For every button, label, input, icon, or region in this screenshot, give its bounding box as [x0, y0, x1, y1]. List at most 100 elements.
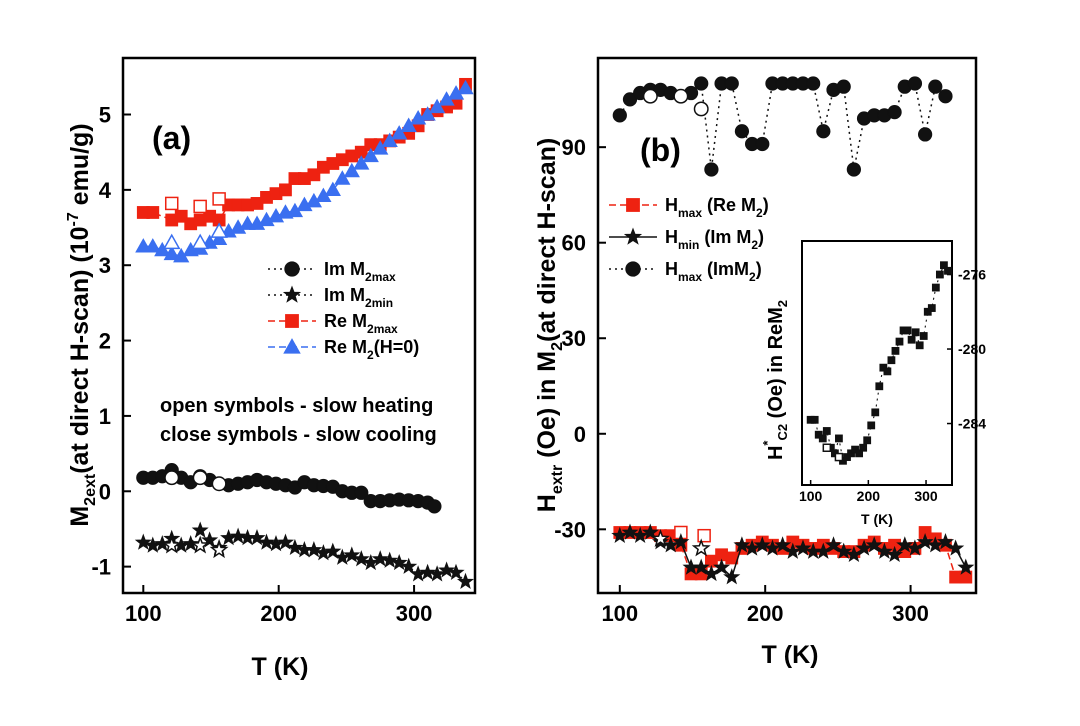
panel-b-series-2 — [612, 76, 953, 177]
panel-a-series-1-point — [400, 557, 418, 574]
panel-b-series-1-open-point — [651, 528, 670, 547]
panel-b-series-1-point — [631, 526, 649, 543]
panel-a-x-tick-label: 200 — [260, 601, 297, 626]
panel-a-series-0-open-point — [211, 476, 227, 492]
inset-series — [806, 261, 952, 465]
panel-a-series-2-open-point — [212, 192, 226, 206]
panel-b-series-1-point — [774, 536, 792, 553]
inset-x-axis-title: T (K) — [861, 511, 893, 527]
panel-b-series-2-point — [816, 124, 831, 139]
panel-b-legend-label: Hmax (Re M2) — [665, 195, 769, 220]
panel-b-x-tick-label: 100 — [601, 601, 638, 626]
panel-a-legend-marker — [285, 314, 299, 328]
panel-a-series-3-point — [343, 162, 360, 178]
inset-chart: 100 200 300 -276 -280 -284 T (K) H*C2 (Oe) in… — [760, 240, 986, 527]
panel-a-series-0-open-point — [164, 470, 180, 486]
panel-b-legend-entry-0: Hmax (Re M2) — [609, 195, 769, 220]
panel-b-series-1-point — [906, 539, 924, 556]
panel-b-series-1-point — [784, 542, 802, 559]
panel-b-series-1-point — [723, 568, 741, 585]
panel-b-series-2-point — [917, 127, 933, 142]
panel-b-series-1-point — [672, 533, 690, 550]
panel-a-series-1-point — [343, 546, 361, 563]
panel-a-plot-frame — [121, 56, 477, 595]
panel-b-legend-entry-2: Hmax (ImM2) — [609, 259, 762, 284]
panel-a-series-2-open-point — [193, 199, 207, 214]
panel-b-series-1-point — [702, 564, 720, 582]
inset-ticks: 100 200 300 -276 -280 -284 — [799, 267, 986, 504]
inset-series-0-point — [835, 434, 843, 443]
panel-a-ticks: 100 200 300 -1 0 1 2 3 4 5 — [91, 103, 432, 626]
panel-a-x-tick-label: 100 — [125, 601, 162, 626]
panel-b-y-tick-label: 60 — [562, 231, 586, 256]
panel-a-series-1-open-point — [162, 535, 182, 554]
panel-b-series-1-point — [753, 536, 771, 553]
panel-a-series-3-point — [353, 155, 370, 170]
panel-a-series-3-point — [324, 181, 341, 197]
panel-a-series-1-point — [286, 538, 304, 556]
inset-series-0-point — [867, 421, 876, 430]
panel-b-series-2-point — [724, 76, 739, 91]
panel-a-legend-entry-0: Im M2max — [268, 259, 396, 284]
panel-a-series-1-point — [362, 553, 380, 571]
inset-y-tick-label: -280 — [958, 341, 986, 357]
panel-a-y-tick-label: 1 — [99, 404, 111, 429]
panel-a-series-3-point — [391, 125, 408, 140]
inset-series-0-point — [903, 326, 912, 335]
panel-a-series-1-point — [352, 550, 370, 567]
panel-b-y-tick-label: -30 — [554, 517, 586, 542]
panel-a-series-1-point — [229, 527, 247, 544]
panel-a-series-1-point — [305, 541, 323, 558]
panel-a-series-1-point — [134, 533, 152, 550]
panel-a-y-tick-label: 5 — [99, 103, 111, 128]
inset-y-tick-label: -284 — [958, 416, 986, 432]
panel-b-y-tick-label: 90 — [562, 135, 586, 160]
panel-a-series-3-point — [381, 132, 398, 148]
panel-b-x-axis-title: T (K) — [762, 641, 819, 669]
panel-b-series-2-point — [846, 162, 861, 177]
inset-series-0-point — [875, 382, 884, 391]
panel-b: 100 200 300 -30 0 30 60 90 (b) T (K) Hextr (Oe)… — [533, 56, 986, 669]
panel-a-series-1 — [134, 521, 475, 589]
panel-a-series-3-point — [154, 241, 171, 257]
panel-a-series-3-open-point — [191, 233, 209, 250]
panel-b-series-1-point — [896, 536, 914, 553]
inset-series-0-point — [855, 449, 864, 458]
inset-series-0-point — [859, 443, 868, 452]
inset-series-0-point — [883, 367, 892, 376]
panel-b-legend-entry-1: Hmin (Im M2) — [609, 227, 764, 252]
inset-series-0-point — [944, 266, 952, 275]
panel-a-x-axis-title: T (K) — [252, 653, 309, 681]
panel-a-series-3-point — [144, 238, 161, 253]
panel-b-series-1-point — [845, 545, 863, 563]
panel-a-series-0-point — [354, 485, 369, 500]
inset-y-tick-label: -276 — [958, 267, 986, 283]
panel-b-series-2-open-point — [673, 88, 689, 104]
inset-x-tick-label: 300 — [914, 488, 938, 504]
panel-a-series-1-point — [438, 561, 456, 578]
panel-a-series-1-point — [456, 572, 475, 589]
panel-b-series-1-point — [763, 539, 782, 556]
panel-a: 100 200 300 -1 0 1 2 3 4 5 (a) T (K) M2ext(at dir… — [65, 56, 477, 681]
panel-b-legend-label: Hmin (Im M2) — [665, 227, 764, 252]
panel-b-series-2-point — [612, 108, 627, 123]
inset-series-0-point — [895, 337, 904, 346]
panel-b-series-2-open-point — [642, 88, 658, 104]
panel-a-series-1-point — [257, 533, 276, 550]
panel-a-legend-entry-3: Re M2(H=0) — [268, 337, 419, 362]
panel-a-series-1-point — [371, 550, 389, 567]
panel-a-legend-label: Im M2min — [324, 285, 393, 310]
panel-b-series-1-point — [641, 523, 659, 540]
inset-series-0-open-point — [822, 443, 832, 452]
panel-a-series — [134, 77, 475, 589]
panel-b-series-1-point — [692, 558, 710, 575]
inset-series-0-point — [911, 328, 920, 337]
panel-b-series-1-point — [835, 542, 853, 559]
panel-a-series-2-open-point — [164, 196, 179, 211]
inset-x-tick-label: 200 — [857, 488, 881, 504]
panel-b-series-1-point — [865, 536, 883, 553]
panel-b-x-tick-label: 200 — [747, 601, 784, 626]
inset-series-0-point — [907, 335, 916, 344]
inset-series-0-point — [927, 304, 936, 312]
panel-a-series-1-point — [447, 563, 465, 580]
